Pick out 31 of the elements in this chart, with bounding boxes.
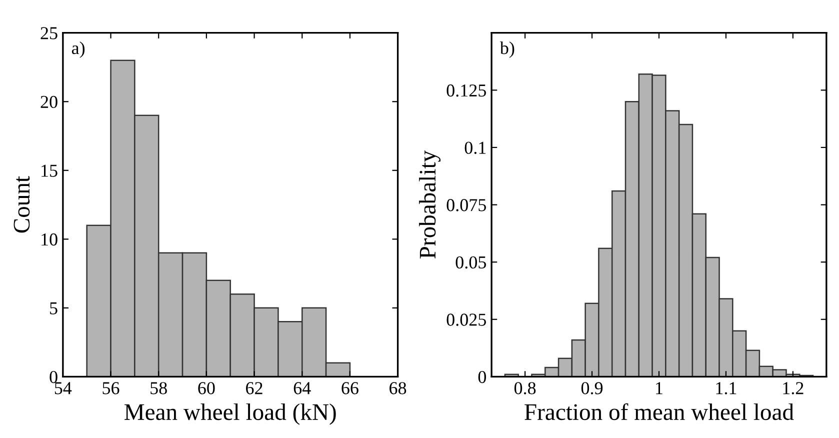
x-tick-label: 1	[656, 382, 662, 394]
y-tick-label: 5	[50, 302, 58, 314]
annotation: a)	[72, 41, 85, 58]
x-tick-label: 54	[54, 382, 72, 394]
y-tick-label: 0.025	[446, 314, 486, 326]
x-tick-label: 0.9	[581, 382, 603, 394]
y-axis-title: Probabality	[419, 150, 441, 259]
x-tick-label: 1.1	[716, 382, 736, 394]
y-axis-title: Count	[14, 176, 30, 233]
x-tick-label: 68	[390, 382, 406, 394]
y-tick-label: 0.125	[446, 84, 486, 97]
x-tick-label: 0.8	[514, 382, 536, 394]
y-tick-label: 0.05	[456, 256, 486, 269]
x-tick-label: 56	[102, 382, 120, 394]
y-tick-label: 0.1	[464, 142, 486, 154]
x-axis-title: Mean wheel load (kN)	[124, 403, 336, 425]
x-tick-label: 64	[294, 382, 311, 394]
x-tick-label: 60	[198, 382, 215, 394]
x-tick-label: 66	[342, 382, 358, 394]
x-axis-title: Fraction of mean wheel load	[524, 403, 794, 420]
y-tick-label: 0.075	[446, 199, 486, 212]
x-tick-label: 1.2	[783, 382, 804, 394]
y-tick-label: 15	[42, 164, 58, 177]
annotation: b)	[500, 41, 514, 58]
y-tick-label: 0	[478, 370, 486, 384]
x-tick-label: 58	[150, 382, 167, 394]
y-tick-label: 0	[50, 370, 58, 384]
y-tick-label: 20	[40, 96, 58, 108]
x-tick-label: 62	[246, 382, 262, 394]
y-tick-label: 25	[40, 27, 58, 40]
y-tick-label: 10	[42, 233, 58, 246]
